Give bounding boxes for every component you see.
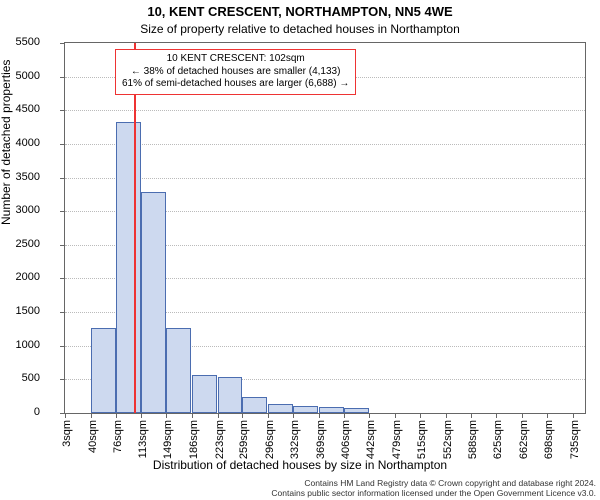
plot-area: 10 KENT CRESCENT: 102sqm ← 38% of detach… — [64, 42, 586, 414]
annotation-box: 10 KENT CRESCENT: 102sqm ← 38% of detach… — [115, 49, 356, 95]
x-tick-mark — [242, 413, 243, 418]
x-tick-label: 3sqm — [61, 420, 73, 460]
x-tick-mark — [65, 413, 66, 418]
footer-line2: Contains public sector information licen… — [0, 488, 596, 498]
y-tick-label: 2000 — [0, 271, 40, 283]
x-tick-label: 149sqm — [162, 420, 174, 460]
x-tick-label: 369sqm — [315, 420, 327, 460]
x-tick-label: 296sqm — [264, 420, 276, 460]
histogram-bar — [91, 328, 116, 413]
x-axis-label: Distribution of detached houses by size … — [0, 458, 600, 472]
y-tick-label: 4000 — [0, 137, 40, 149]
y-tick-mark — [60, 346, 65, 347]
x-tick-mark — [496, 413, 497, 418]
histogram-bar — [141, 192, 166, 413]
x-tick-label: 515sqm — [416, 420, 428, 460]
marker-line — [134, 43, 136, 413]
x-tick-label: 406sqm — [340, 420, 352, 460]
histogram-bar — [192, 375, 217, 413]
x-tick-mark — [471, 413, 472, 418]
x-tick-label: 442sqm — [365, 420, 377, 460]
y-tick-label: 3500 — [0, 171, 40, 183]
y-tick-mark — [60, 77, 65, 78]
x-tick-mark — [547, 413, 548, 418]
histogram-bar — [344, 408, 369, 413]
chart-title-main: 10, KENT CRESCENT, NORTHAMPTON, NN5 4WE — [0, 4, 600, 19]
y-tick-label: 1000 — [0, 339, 40, 351]
histogram-bar — [166, 328, 191, 413]
x-tick-mark — [573, 413, 574, 418]
x-tick-mark — [369, 413, 370, 418]
y-tick-label: 2500 — [0, 238, 40, 250]
x-tick-mark — [192, 413, 193, 418]
x-tick-label: 625sqm — [492, 420, 504, 460]
x-tick-mark — [293, 413, 294, 418]
x-tick-label: 735sqm — [569, 420, 581, 460]
y-tick-label: 5500 — [0, 36, 40, 48]
annotation-line3: 61% of semi-detached houses are larger (… — [122, 78, 349, 91]
x-tick-mark — [522, 413, 523, 418]
x-tick-label: 332sqm — [289, 420, 301, 460]
x-tick-mark — [218, 413, 219, 418]
histogram-bar — [293, 406, 318, 413]
y-tick-mark — [60, 144, 65, 145]
x-tick-mark — [91, 413, 92, 418]
gridline — [65, 110, 585, 111]
x-tick-label: 552sqm — [442, 420, 454, 460]
chart-container: 10, KENT CRESCENT, NORTHAMPTON, NN5 4WE … — [0, 0, 600, 500]
y-tick-label: 4500 — [0, 103, 40, 115]
histogram-bar — [268, 404, 293, 413]
x-tick-mark — [420, 413, 421, 418]
histogram-bar — [116, 122, 141, 413]
y-tick-mark — [60, 43, 65, 44]
x-tick-mark — [319, 413, 320, 418]
x-tick-label: 223sqm — [214, 420, 226, 460]
chart-title-sub: Size of property relative to detached ho… — [0, 22, 600, 36]
y-tick-mark — [60, 312, 65, 313]
gridline — [65, 178, 585, 179]
x-tick-label: 76sqm — [112, 420, 124, 460]
gridline — [65, 144, 585, 145]
x-tick-mark — [166, 413, 167, 418]
annotation-line2: ← 38% of detached houses are smaller (4,… — [122, 66, 349, 79]
x-tick-label: 259sqm — [238, 420, 250, 460]
x-tick-label: 113sqm — [137, 420, 149, 460]
x-tick-label: 698sqm — [543, 420, 555, 460]
y-tick-mark — [60, 110, 65, 111]
y-tick-mark — [60, 178, 65, 179]
x-tick-mark — [395, 413, 396, 418]
histogram-bar — [218, 377, 243, 413]
y-tick-mark — [60, 245, 65, 246]
y-tick-mark — [60, 211, 65, 212]
y-tick-label: 500 — [0, 372, 40, 384]
x-tick-label: 662sqm — [518, 420, 530, 460]
y-tick-label: 0 — [0, 406, 40, 418]
histogram-bar — [319, 407, 344, 413]
x-tick-mark — [446, 413, 447, 418]
x-tick-label: 588sqm — [467, 420, 479, 460]
y-tick-label: 1500 — [0, 305, 40, 317]
x-tick-label: 479sqm — [391, 420, 403, 460]
y-tick-label: 3000 — [0, 204, 40, 216]
x-tick-mark — [116, 413, 117, 418]
x-tick-mark — [268, 413, 269, 418]
footer-line1: Contains HM Land Registry data © Crown c… — [0, 478, 596, 488]
y-tick-mark — [60, 278, 65, 279]
y-tick-label: 5000 — [0, 70, 40, 82]
x-tick-label: 40sqm — [87, 420, 99, 460]
histogram-bar — [242, 397, 267, 413]
footer-text: Contains HM Land Registry data © Crown c… — [0, 478, 596, 498]
y-tick-mark — [60, 379, 65, 380]
x-tick-label: 186sqm — [188, 420, 200, 460]
x-tick-mark — [344, 413, 345, 418]
annotation-line1: 10 KENT CRESCENT: 102sqm — [122, 53, 349, 66]
x-tick-mark — [141, 413, 142, 418]
